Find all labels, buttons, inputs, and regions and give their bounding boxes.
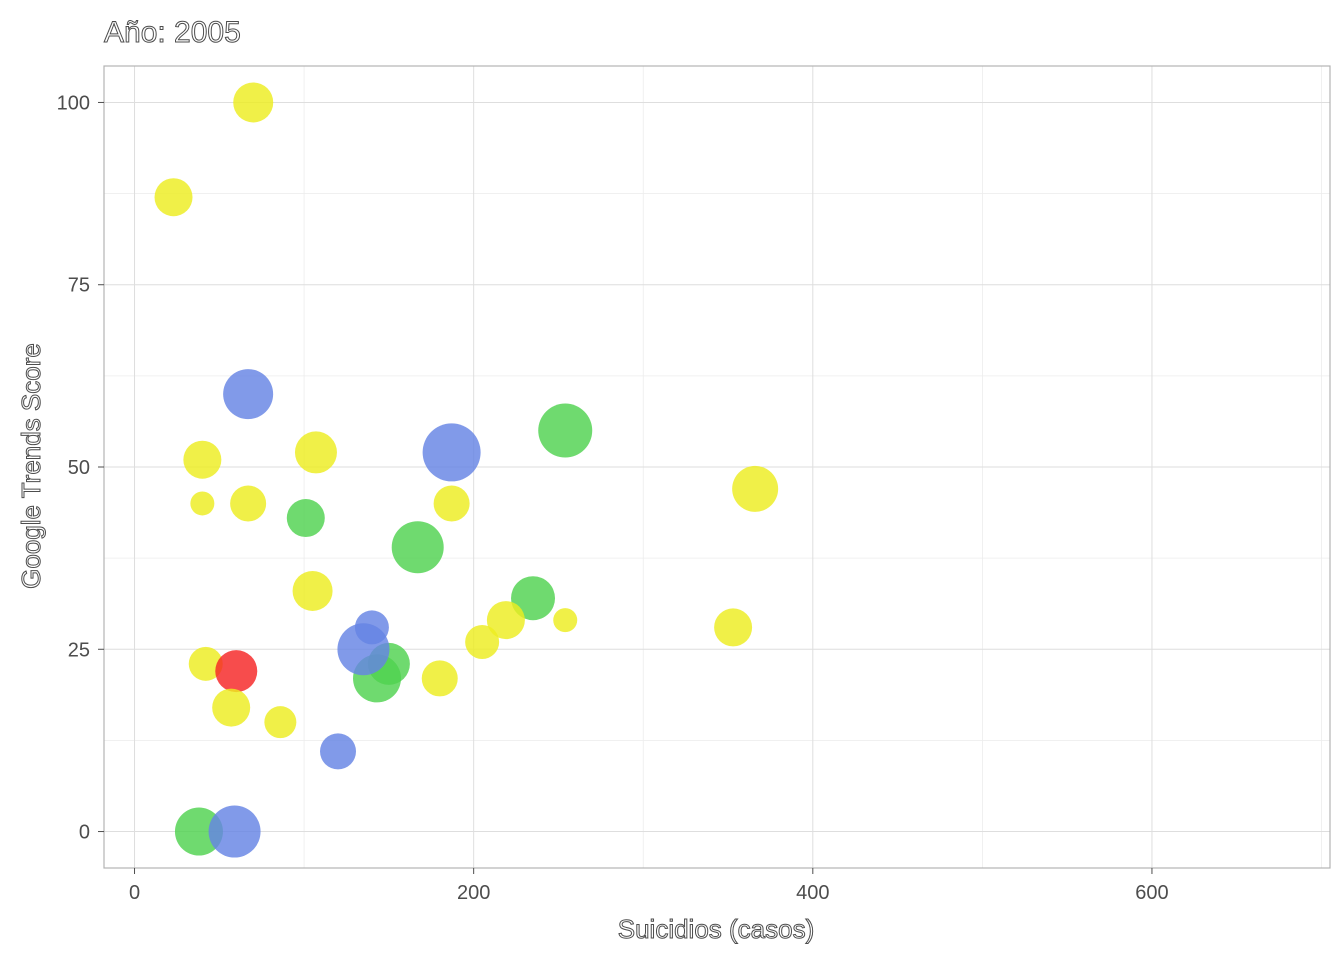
y-tick-label: 25 — [68, 639, 90, 661]
data-point-yellow — [183, 440, 222, 479]
x-axis-ticks: 0 200 400 600 — [129, 868, 1169, 904]
x-tick-label: 600 — [1135, 882, 1168, 904]
x-tick-label: 200 — [457, 882, 490, 904]
data-point-yellow — [553, 608, 578, 633]
data-point-yellow — [421, 660, 458, 697]
data-point-yellow — [154, 178, 193, 217]
data-point-green — [511, 576, 556, 621]
data-points — [154, 82, 779, 858]
data-point-red — [215, 650, 258, 693]
data-point-yellow — [212, 688, 251, 727]
x-tick-label: 0 — [129, 882, 140, 904]
y-tick-label: 50 — [68, 457, 90, 479]
data-point-green — [538, 403, 593, 458]
data-point-blue — [422, 423, 481, 482]
x-axis-title: Suicidios (casos) — [618, 914, 815, 944]
y-tick-label: 75 — [68, 275, 90, 297]
y-axis-ticks: 0 25 50 75 100 — [57, 92, 104, 844]
y-tick-label: 100 — [57, 92, 90, 114]
data-point-blue — [320, 733, 357, 770]
data-point-yellow — [264, 706, 297, 739]
data-point-yellow — [292, 570, 333, 611]
data-point-blue — [208, 805, 261, 858]
data-point-yellow — [233, 82, 274, 123]
major-gridlines — [104, 66, 1330, 868]
data-point-green — [174, 807, 223, 856]
data-point-yellow — [188, 646, 223, 681]
data-point-yellow — [230, 485, 267, 522]
data-point-yellow — [732, 465, 779, 512]
data-point-green — [286, 499, 325, 538]
data-point-yellow — [294, 431, 337, 474]
minor-gridlines — [104, 66, 1330, 868]
data-point-yellow — [714, 608, 753, 647]
data-point-blue — [337, 623, 390, 676]
chart-title: Año: 2005 — [104, 16, 241, 49]
x-tick-label: 400 — [796, 882, 829, 904]
data-point-yellow — [486, 601, 525, 640]
data-point-green — [391, 521, 444, 574]
y-axis-title: Google Trends Score — [16, 343, 46, 589]
data-point-yellow — [433, 485, 470, 522]
data-point-yellow — [190, 491, 215, 516]
data-point-blue — [223, 369, 274, 420]
data-point-yellow — [465, 624, 500, 659]
y-tick-label: 0 — [79, 822, 90, 844]
